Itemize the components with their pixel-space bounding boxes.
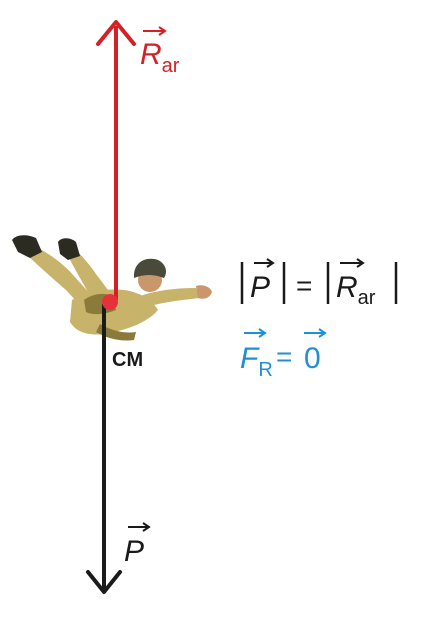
equation-r-subscript: ar [358, 287, 376, 309]
skydiver-left-leg [24, 244, 92, 305]
skydiver-hand [196, 285, 212, 299]
equation-r-symbol: R [336, 271, 358, 304]
weight-label-vector-head [142, 522, 151, 532]
skydiver-helmet [134, 258, 166, 278]
resultant-equation: FR = 0 [240, 328, 327, 381]
air-resistance-label-vector-head [158, 26, 167, 36]
skydiver-arm [140, 288, 200, 306]
zero-vector-symbol: 0 [304, 342, 321, 375]
weight-vector [86, 304, 122, 594]
resultant-equals-sign: = [276, 341, 292, 372]
skydiver-right-boot [58, 238, 80, 260]
skydiver-illustration [12, 235, 212, 341]
resultant-symbol: F [240, 342, 260, 375]
zero-vector-head [318, 328, 327, 338]
equation-r-vector-head [356, 258, 365, 268]
weight-symbol: P [124, 535, 144, 568]
air-resistance-vector [96, 20, 136, 300]
equation-p-symbol: P [250, 271, 270, 304]
air-resistance-symbol: R [140, 38, 162, 71]
svg-text:Rar: Rar [140, 38, 180, 77]
arrow-down-icon [86, 570, 122, 594]
air-resistance-subscript: ar [162, 55, 180, 77]
center-of-mass-dot [102, 294, 118, 310]
arrow-up-icon [96, 20, 136, 46]
weight-label: P [124, 522, 151, 568]
magnitude-equation: P = Rar [240, 258, 398, 309]
air-resistance-label: Rar [140, 26, 180, 77]
resultant-subscript: R [258, 359, 272, 381]
svg-text:FR: FR [240, 342, 273, 381]
center-of-mass-label: CM [112, 349, 143, 371]
skydiver-left-boot [12, 235, 42, 258]
svg-text:Rar: Rar [336, 271, 376, 309]
skydiver-right-leg [66, 246, 108, 300]
equation-equals-sign: = [296, 270, 312, 301]
resultant-f-vector-head [258, 328, 267, 338]
equation-p-vector-head [266, 258, 275, 268]
